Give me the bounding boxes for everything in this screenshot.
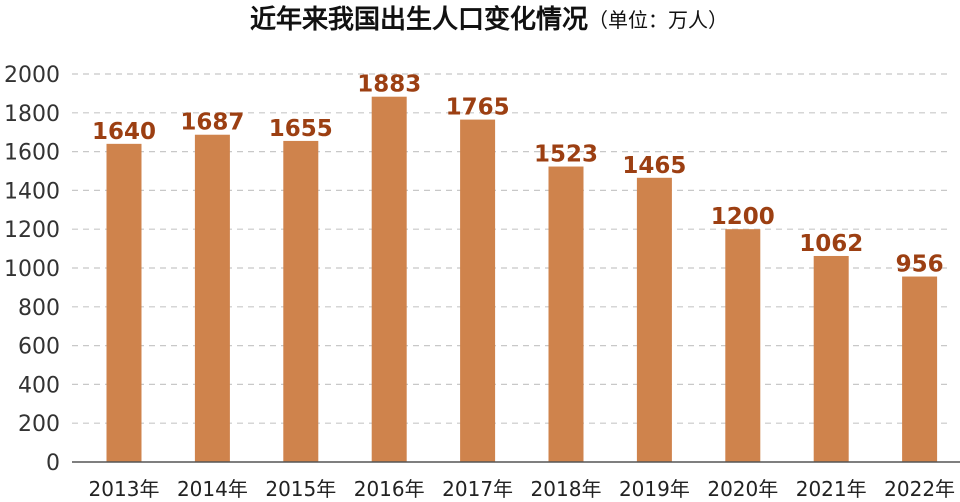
x-tick-label: 2018年: [531, 477, 602, 501]
bar-value-label: 1465: [622, 153, 686, 179]
x-tick-label: 2015年: [265, 477, 336, 501]
y-tick-label: 2000: [4, 63, 60, 88]
bar-value-label: 1523: [534, 142, 598, 168]
bar: [460, 119, 496, 462]
y-axis-ticks: 0 200 400 600 800 1000 1200 1400 1600 1800 2000: [4, 63, 60, 476]
y-tick-label: 0: [46, 451, 60, 476]
y-tick-label: 1000: [4, 257, 60, 282]
x-tick-label: 2013年: [89, 477, 160, 501]
x-tick-label: 2022年: [884, 477, 955, 501]
bar-value-label: 956: [896, 252, 944, 278]
bars: [106, 96, 938, 463]
bar-value-label: 1687: [180, 110, 244, 136]
y-tick-label: 200: [18, 412, 60, 437]
chart-subtitle: （单位：万人）: [588, 8, 728, 32]
bar: [106, 143, 142, 462]
chart-title: 近年来我国出生人口变化情况: [250, 4, 588, 35]
bar: [194, 134, 230, 463]
bar-value-label: 1883: [357, 72, 421, 98]
bar: [813, 255, 849, 462]
y-tick-label: 1600: [4, 141, 60, 166]
bar: [283, 140, 319, 462]
bar-value-label: 1640: [92, 119, 156, 145]
y-tick-label: 1400: [4, 179, 60, 204]
bar-value-label: 1765: [446, 95, 510, 121]
value-labels: 1640 1687 1655 1883 1765 1523 1465 1200 1062 956: [92, 72, 944, 278]
y-tick-label: 600: [18, 335, 60, 360]
x-tick-label: 2017年: [442, 477, 513, 501]
y-tick-label: 800: [18, 296, 60, 321]
x-axis-ticks: 2013年 2014年 2015年 2016年 2017年 2018年 2019年 2020年…: [89, 477, 956, 501]
bar-value-label: 1200: [711, 204, 775, 230]
y-tick-label: 1800: [4, 102, 60, 127]
bar: [548, 166, 584, 462]
bar: [725, 229, 761, 462]
bar-value-label: 1062: [799, 231, 863, 257]
bar: [371, 96, 407, 462]
x-tick-label: 2020年: [707, 477, 778, 501]
y-tick-label: 400: [18, 373, 60, 398]
x-tick-label: 2019年: [619, 477, 690, 501]
bar: [902, 276, 938, 462]
x-tick-label: 2021年: [796, 477, 867, 501]
x-tick-label: 2014年: [177, 477, 248, 501]
bar-value-label: 1655: [269, 116, 333, 142]
x-tick-label: 2016年: [354, 477, 425, 501]
bar: [636, 177, 672, 463]
y-tick-label: 1200: [4, 218, 60, 243]
